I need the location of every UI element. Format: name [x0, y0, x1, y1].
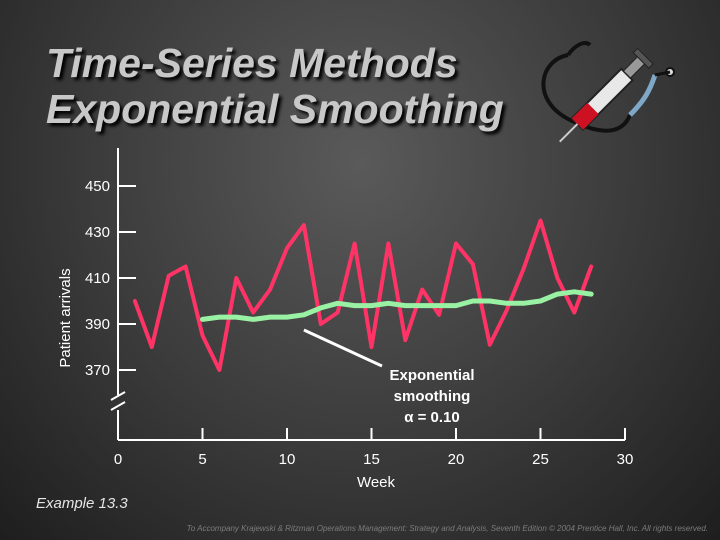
y-tick-label: 370: [85, 362, 110, 379]
series-line-actual: [132, 218, 594, 372]
x-tick-label: 5: [198, 451, 206, 468]
x-tick-label: 10: [279, 451, 296, 468]
syringe-stethoscope-icon: [541, 41, 675, 143]
y-tick-label: 450: [85, 178, 110, 195]
annotation-leader: [303, 328, 383, 368]
title-line-1: Time-Series Methods: [46, 40, 458, 86]
x-tick-label: 0: [114, 451, 122, 468]
example-label: Example 13.3: [36, 495, 128, 512]
y-axis-label: Patient arrivals: [57, 268, 74, 367]
slide-title: Time-Series Methods Exponential Smoothin…: [46, 40, 504, 132]
y-tick-label: 410: [85, 270, 110, 287]
x-tick-label: 25: [532, 451, 549, 468]
credit-line: To Accompany Krajewski & Ritzman Operati…: [186, 524, 708, 533]
x-axis-label: Week: [357, 474, 396, 491]
x-tick-label: 30: [617, 451, 634, 468]
x-tick-label: 20: [448, 451, 465, 468]
y-tick-label: 390: [85, 316, 110, 333]
title-line-2: Exponential Smoothing: [46, 86, 504, 132]
annotation-text-line: smoothing: [394, 388, 471, 405]
y-tick-label: 430: [85, 224, 110, 241]
y-axis-break-mark: [110, 401, 126, 411]
y-axis-break-mark: [110, 391, 126, 401]
x-tick-label: 15: [363, 451, 380, 468]
annotation-text-line: Exponential: [389, 367, 474, 384]
series-line-smoothed: [200, 289, 594, 322]
annotation-text-line: α = 0.10: [404, 409, 460, 426]
